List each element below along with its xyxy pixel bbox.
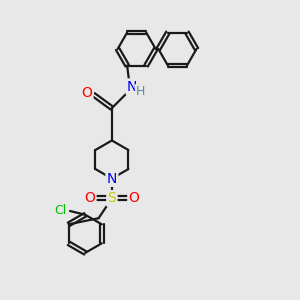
Text: H: H	[136, 85, 146, 98]
Text: O: O	[129, 191, 140, 206]
Text: O: O	[84, 191, 95, 206]
Text: Cl: Cl	[54, 205, 66, 218]
Text: N: N	[107, 172, 117, 186]
Text: N: N	[127, 80, 137, 94]
Text: O: O	[81, 86, 92, 100]
Text: S: S	[107, 191, 116, 206]
